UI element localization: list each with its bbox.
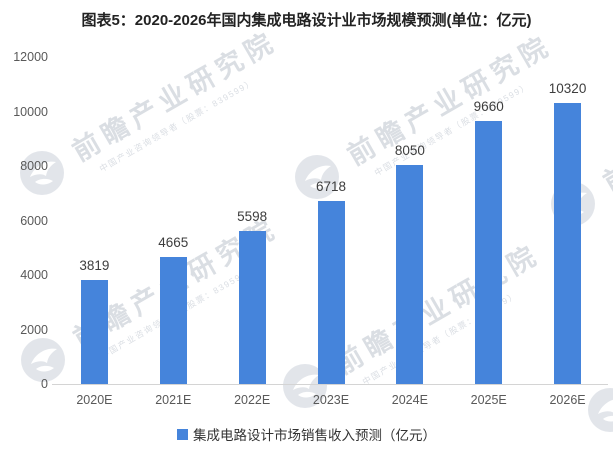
watermark-logo [21,338,65,382]
y-tick-label: 6000 [20,213,48,228]
bar-value-label: 4665 [158,234,189,250]
chart-title: 图表5：2020-2026年国内集成电路设计业市场规模预测(单位：亿元) [81,12,532,29]
bar-2025E [475,120,503,384]
x-axis-line [52,384,608,385]
watermark-main-text: 前瞻产业研究院 [342,29,558,172]
bar-2026E [554,102,582,384]
x-tick-label: 2024E [391,393,428,407]
qianzhan-bird-logo [21,338,65,382]
bar-2021E [159,256,187,384]
watermark-sub-text: 中国产业咨询领导者（股票：839599） [97,76,257,174]
legend-label: 集成电路设计市场销售收入预测（亿元） [193,428,436,443]
x-tick-label: 2022E [234,393,271,407]
y-tick-label: 10000 [13,104,48,119]
watermark-logo [20,151,64,195]
watermark-sub-text: 中国产业咨询领导者（股票：839599） [360,289,520,387]
x-tick-label: 2025E [470,393,507,407]
y-tick-label: 2000 [20,322,48,337]
x-tick-label: 2023E [312,393,350,407]
y-tick-label: 0 [41,377,48,391]
legend-swatch [177,428,188,440]
y-tick-label: 8000 [20,159,48,173]
qianzhan-bird-logo [20,151,64,195]
bar-2020E [80,279,108,384]
bar-value-label: 8050 [394,142,425,158]
bar-value-label: 10320 [548,80,587,96]
y-tick-label: 12000 [13,50,48,64]
watermark-text: 前瞻产业研究院中国产业咨询领导者（股票：839599） [327,233,554,395]
watermark-main-text: 前瞻产业研究院 [598,56,613,199]
bar-2022E [238,231,266,384]
bar-value-label: 6718 [315,178,347,194]
bar-2024E [396,164,424,384]
watermark-text: 前瞻产业研究院中国产业咨询领导者（股票：839599） [339,24,566,186]
watermark-main-text: 前瞻产业研究院 [67,25,283,168]
x-tick-label: 2020E [76,393,113,407]
bar-value-label: 5598 [237,209,268,225]
x-tick-label: 2026E [549,393,586,407]
x-tick-label: 2021E [155,393,192,407]
bar-value-label: 9660 [473,98,504,114]
watermark-text: 前瞻产业研究院中国产业咨询领导者（股票：839599） [64,20,291,182]
bar-2023E [317,200,345,384]
legend: 集成电路设计市场销售收入预测（亿元） [0,424,613,444]
bar-value-label: 3819 [79,257,110,273]
watermark-main-text: 前瞻产业研究院 [330,238,546,381]
watermark-sub-text: 中国产业咨询领导者（股票：839599） [372,80,532,178]
y-tick-label: 4000 [20,268,48,282]
